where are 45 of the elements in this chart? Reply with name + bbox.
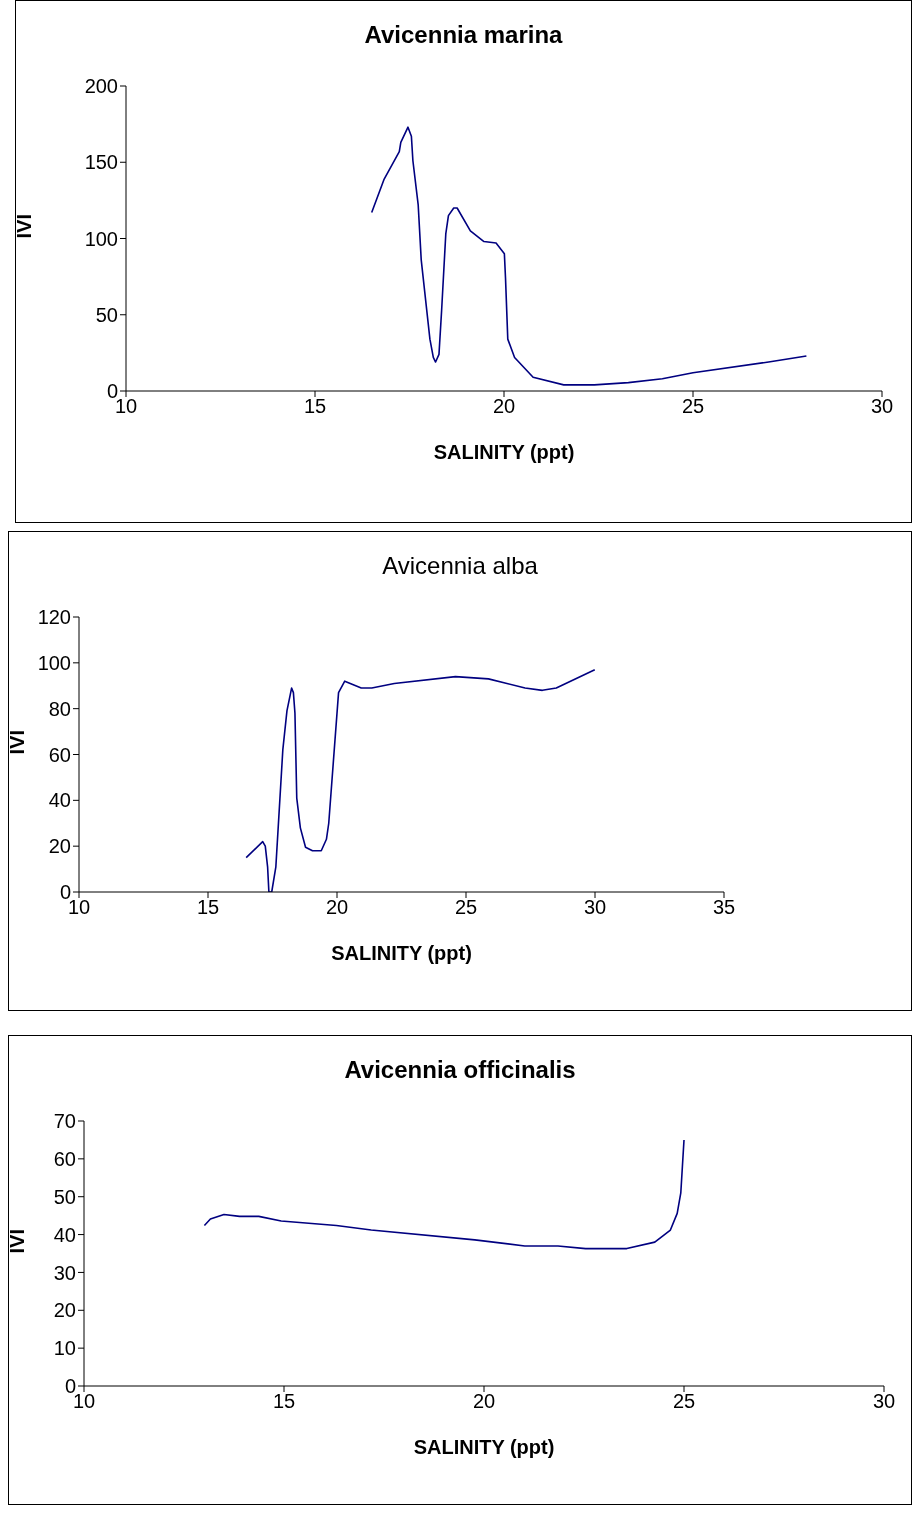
- y-axis-title: IVI: [6, 730, 29, 755]
- y-tick-label: 40: [48, 789, 71, 812]
- chart-title: Avicennia officinalis: [343, 1055, 577, 1085]
- y-tick-label: 0: [59, 881, 71, 904]
- y-tick-label: 10: [53, 1337, 76, 1360]
- x-tick-label: 20: [325, 896, 349, 919]
- y-tick-label: 0: [106, 380, 118, 403]
- y-axis-title: IVI: [6, 1229, 29, 1254]
- x-tick-label: 30: [872, 1390, 896, 1413]
- x-tick-label: 20: [492, 395, 516, 418]
- chart-title: Avicennia alba: [381, 551, 539, 581]
- x-axis-title: SALINITY (ppt): [433, 441, 575, 463]
- chart-title: Avicennia marina: [363, 20, 564, 50]
- y-tick-label: 0: [64, 1375, 76, 1398]
- y-tick-label: 80: [48, 697, 71, 720]
- line-series: [203, 1139, 685, 1250]
- x-axis-title: SALINITY (ppt): [413, 1436, 555, 1458]
- x-tick-label: 35: [712, 896, 736, 919]
- y-tick-label: 50: [53, 1185, 76, 1208]
- y-tick-label: 50: [95, 303, 118, 326]
- x-axis-title: SALINITY (ppt): [331, 942, 472, 964]
- y-tick-label: 20: [48, 835, 71, 858]
- y-axis-title: IVI: [13, 214, 36, 239]
- y-tick-label: 100: [37, 651, 71, 674]
- y-tick-label: 20: [53, 1299, 76, 1322]
- y-tick-label: 200: [84, 75, 118, 98]
- y-tick-label: 60: [48, 743, 71, 766]
- x-tick-label: 25: [681, 395, 705, 418]
- x-tick-label: 20: [472, 1390, 496, 1413]
- line-series: [245, 668, 596, 892]
- y-tick-label: 150: [84, 151, 118, 174]
- x-tick-label: 25: [454, 896, 478, 919]
- x-tick-label: 15: [303, 395, 327, 418]
- y-tick-label: 60: [53, 1147, 76, 1170]
- x-tick-label: 25: [672, 1390, 696, 1413]
- y-tick-label: 100: [84, 227, 118, 250]
- y-tick-label: 120: [37, 606, 71, 629]
- y-tick-label: 30: [53, 1261, 76, 1284]
- x-tick-label: 15: [272, 1390, 296, 1413]
- y-tick-label: 40: [53, 1223, 76, 1246]
- y-tick-label: 70: [53, 1110, 76, 1133]
- line-series: [370, 126, 808, 386]
- x-tick-label: 30: [583, 896, 607, 919]
- x-tick-label: 15: [196, 896, 220, 919]
- x-tick-label: 30: [870, 395, 894, 418]
